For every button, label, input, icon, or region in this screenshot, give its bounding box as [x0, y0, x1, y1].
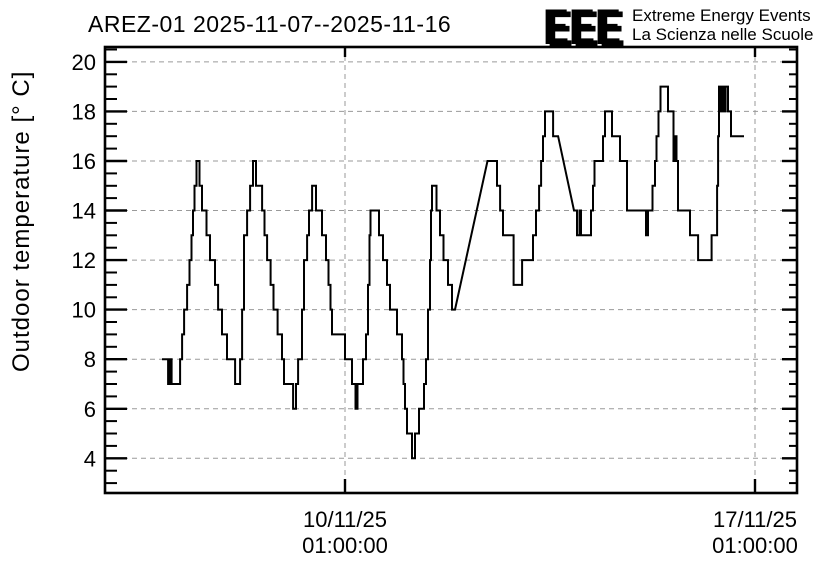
- y-tick-label: 8: [84, 347, 96, 372]
- eee-logo-tagline-1: Extreme Energy Events: [632, 6, 811, 25]
- y-tick-label: 16: [72, 149, 96, 174]
- eee-logo: EEE EEE Extreme Energy Events La Scienza…: [543, 0, 813, 57]
- chart-title: AREZ-01 2025-11-07--2025-11-16: [88, 11, 451, 37]
- x-axis-labels: 10/11/25 01:00:00 17/11/25 01:00:00: [302, 507, 798, 558]
- y-tick-label: 18: [72, 99, 96, 124]
- eee-logo-text: EEE: [543, 0, 621, 55]
- x-tick-label-time-1: 01:00:00: [302, 533, 388, 558]
- y-tick-label: 6: [84, 397, 96, 422]
- y-tick-label: 20: [72, 50, 96, 75]
- x-tick-label-time-2: 01:00:00: [712, 533, 798, 558]
- y-tick-label: 10: [72, 298, 96, 323]
- y-axis-title: Outdoor temperature [° C]: [8, 71, 35, 372]
- y-tick-label: 14: [72, 199, 96, 224]
- x-tick-label-date-1: 10/11/25: [303, 507, 387, 532]
- plot-frame: [103, 45, 799, 495]
- eee-logo-shadow: EEE: [547, 1, 625, 57]
- y-tick-label: 4: [84, 446, 96, 471]
- y-tick-label: 12: [72, 248, 96, 273]
- x-tick-label-date-2: 17/11/25: [713, 507, 797, 532]
- temperature-series-line: [162, 85, 744, 460]
- eee-logo-tagline-2: La Scienza nelle Scuole: [632, 25, 813, 44]
